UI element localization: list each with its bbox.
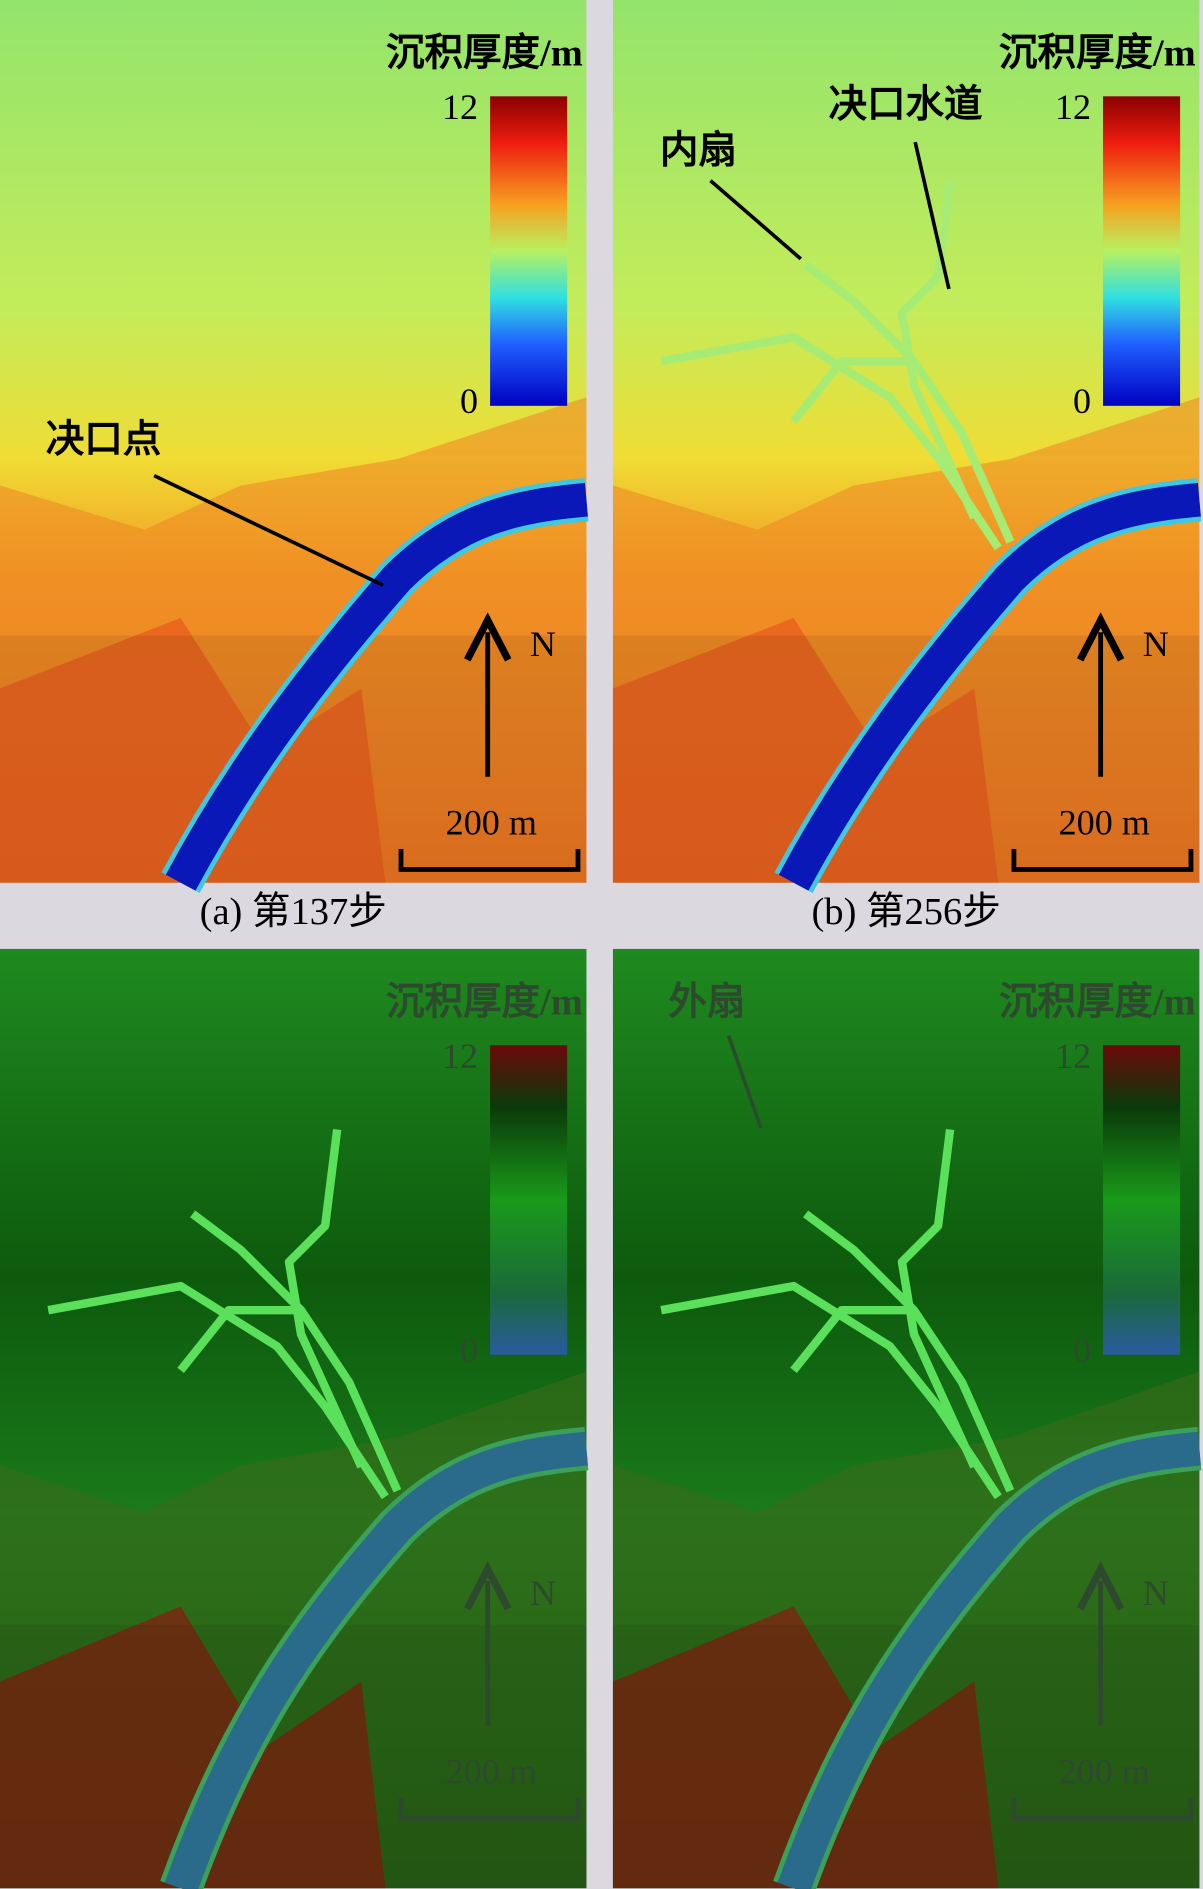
- north-arrowhead: [1076, 1561, 1125, 1611]
- crevasse-channel: [284, 1129, 366, 1469]
- north-label: N: [530, 624, 556, 664]
- river: [778, 482, 1201, 891]
- colorbar-min: 0: [460, 381, 478, 421]
- scale-bar: [398, 848, 581, 872]
- north-arrowhead: [1076, 612, 1125, 662]
- legend-title: 沉积厚度/m: [999, 980, 1196, 1023]
- floodplain-zone: [0, 617, 386, 883]
- floodplain-zone: [0, 1606, 386, 1889]
- north-arrowhead: [464, 1561, 512, 1611]
- legend-title: 沉积厚度/m: [386, 980, 583, 1023]
- leader-line: [726, 1035, 763, 1129]
- colorbar-min: 0: [460, 1330, 478, 1370]
- colorbar-min: 0: [1073, 1330, 1091, 1370]
- panel: 沉积厚度/m 12 0 N 200 m: [0, 948, 589, 1889]
- colorbar: [1103, 96, 1181, 406]
- legend-title: 沉积厚度/m: [999, 31, 1196, 74]
- crevasse-channel: [790, 357, 914, 425]
- leader-line: [153, 474, 384, 587]
- crevasse-channel: [790, 1305, 914, 1374]
- river: [165, 482, 588, 891]
- colorbar: [1103, 1045, 1181, 1355]
- floodplain-zone: [612, 1606, 999, 1889]
- north-label: N: [1143, 1573, 1169, 1613]
- colorbar-min: 0: [1073, 381, 1091, 421]
- panel: 沉积厚度/m 12 0 N 200 m 内扇 决口水道: [612, 0, 1202, 893]
- panel-caption: (a) 第137步: [200, 890, 387, 933]
- north-label: N: [1143, 624, 1169, 664]
- scale-label: 200 m: [446, 1751, 537, 1791]
- colorbar-max: 12: [1055, 87, 1091, 127]
- crevasse-channel: [897, 1129, 979, 1469]
- river: [164, 1431, 588, 1889]
- legend-title: 沉积厚度/m: [386, 31, 583, 74]
- scale-label: 200 m: [446, 802, 537, 842]
- colorbar-max: 12: [1055, 1036, 1091, 1076]
- colorbar-max: 12: [442, 1036, 478, 1076]
- scale-label: 200 m: [1059, 1751, 1150, 1791]
- panel: 沉积厚度/m 12 0 N 200 m 外扇: [612, 948, 1202, 1889]
- annotation: 外扇: [668, 980, 745, 1023]
- annotation: 决口水道: [828, 83, 983, 126]
- crevasse-channel: [177, 1305, 302, 1374]
- panel-caption: (b) 第256步: [811, 890, 1000, 933]
- panel: 沉积厚度/m 12 0 N 200 m 决口点: [0, 0, 589, 893]
- annotation: 决口点: [46, 418, 162, 461]
- scale-bar: [1011, 848, 1194, 872]
- scale-bar: [398, 1797, 581, 1821]
- scale-bar: [1011, 1797, 1194, 1821]
- river: [777, 1431, 1201, 1889]
- annotation: 内扇: [660, 129, 737, 172]
- leader-line: [913, 141, 951, 290]
- colorbar-max: 12: [442, 87, 478, 127]
- colorbar: [490, 1045, 568, 1355]
- colorbar: [490, 96, 568, 406]
- north-arrowhead: [464, 612, 512, 662]
- leader-line: [709, 179, 802, 261]
- crevasse-channel: [897, 180, 979, 520]
- scale-label: 200 m: [1059, 802, 1150, 842]
- north-label: N: [530, 1573, 556, 1613]
- floodplain-zone: [612, 617, 999, 883]
